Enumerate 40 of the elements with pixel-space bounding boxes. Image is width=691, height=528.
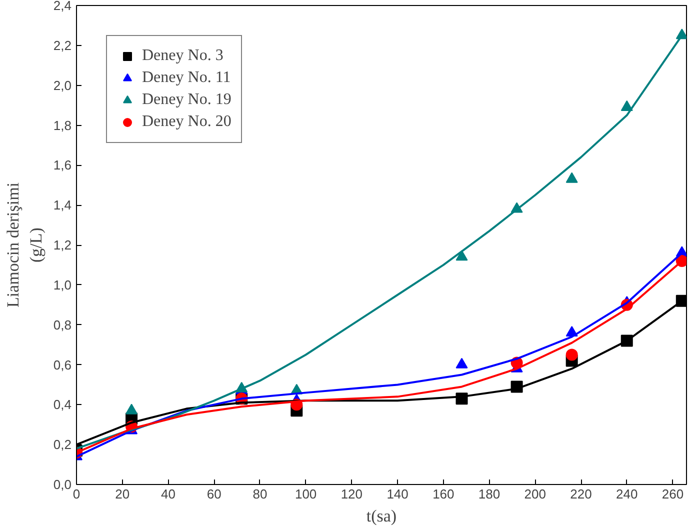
x-tick-label: 240 <box>616 486 638 502</box>
x-tick-label: 220 <box>570 486 592 502</box>
point <box>620 100 633 111</box>
y-tick-label: 2,4 <box>53 0 72 13</box>
point <box>566 172 578 183</box>
x-tick-label: 80 <box>252 486 268 502</box>
legend-label: Deney No. 20 <box>142 113 232 131</box>
legend-label: Deney No. 19 <box>142 91 232 109</box>
y-tick-label: 0,2 <box>53 437 72 452</box>
y-tick-label: 1,4 <box>53 198 72 213</box>
y-tick-label: 0,8 <box>53 317 72 332</box>
y-tick-label: 1,0 <box>53 277 72 292</box>
y-tick-label: 0,0 <box>53 477 72 492</box>
point <box>566 348 578 361</box>
y-tick-label: 0,4 <box>53 397 72 412</box>
point <box>456 358 468 368</box>
x-tick-label: 40 <box>161 486 176 502</box>
y-tick-label: 2,0 <box>53 78 72 93</box>
legend-label: Deney No. 11 <box>142 69 231 87</box>
legend-label: Deney No. 3 <box>142 47 224 65</box>
y-tick-label: 1,8 <box>53 118 72 133</box>
x-tick-label: 140 <box>386 486 408 502</box>
x-tick-label: 180 <box>478 486 500 502</box>
point <box>126 404 138 414</box>
y-tick-label: 1,2 <box>53 238 72 252</box>
x-tick-label: 160 <box>432 486 454 502</box>
x-tick-label: 120 <box>340 486 363 502</box>
y-tick-label: 2,2 <box>53 38 72 53</box>
point <box>676 254 686 267</box>
x-axis-title: t(sa) <box>366 506 397 526</box>
point <box>676 28 686 40</box>
y-tick-label: 0,6 <box>53 357 72 372</box>
x-tick-label: 260 <box>662 486 684 502</box>
x-tick-label: 20 <box>115 486 130 502</box>
x-tick-label: 100 <box>294 486 317 502</box>
x-tick-label: 60 <box>206 486 222 502</box>
y-axis-title: Liamocin derişimi (g/L) <box>4 182 46 308</box>
x-tick-label: 200 <box>524 486 546 502</box>
y-tick-label: 1,6 <box>53 158 72 173</box>
x-tick-label: 0 <box>72 486 80 502</box>
